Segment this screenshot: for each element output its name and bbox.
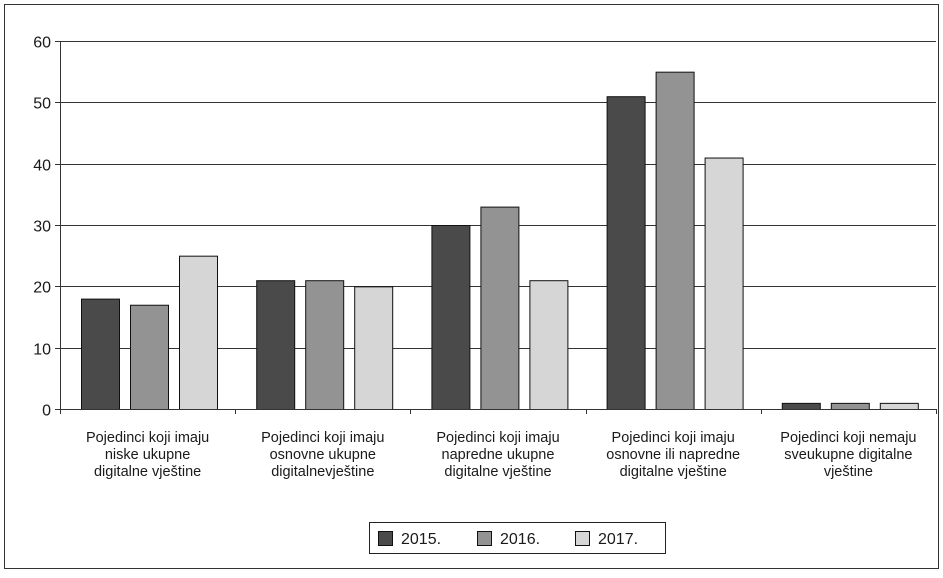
y-tick-label: 50	[33, 96, 51, 113]
x-category-label-line: digitalnevještine	[271, 464, 374, 480]
x-category-label: Pojedinci koji imaju napredne ukupne digit…	[436, 430, 559, 480]
bar-2016-cat5	[830, 402, 870, 411]
legend-box	[369, 522, 666, 554]
x-category-label-line: Pojedinci koji imaju	[86, 430, 209, 446]
y-tick-label: 60	[33, 35, 51, 52]
x-category-label-line: osnovne ukupne	[270, 447, 376, 463]
legend-swatch	[378, 531, 393, 546]
bar-2016-cat4	[655, 71, 695, 411]
legend: 2015. 2016. 2017.	[369, 522, 666, 554]
bar-2017-cat4	[704, 157, 744, 410]
bar-2016-cat3	[480, 206, 520, 410]
x-category-label-line: Pojedinci koji imaju	[612, 430, 735, 446]
x-category-label-line: Pojedinci koji nemaju	[780, 430, 916, 446]
x-category-label-line: digitalne vještine	[620, 464, 727, 480]
x-category-label-line: niske ukupne	[105, 447, 190, 463]
legend-label: 2016.	[500, 531, 540, 548]
x-category-label-line: Pojedinci koji imaju	[436, 430, 559, 446]
bar-2015-cat5	[781, 402, 821, 411]
bar-2017-cat1	[179, 255, 218, 410]
x-category-label-line: vještine	[824, 464, 873, 480]
x-category-label-line: Pojedinci koji imaju	[261, 430, 384, 446]
legend-swatch	[575, 531, 590, 546]
bar-2015-cat3	[431, 225, 471, 410]
x-category-label: Pojedinci koji imaju osnovne ukupne digita…	[261, 430, 384, 480]
axes	[55, 41, 937, 414]
y-tick-label: 30	[33, 219, 51, 236]
bars	[81, 71, 919, 411]
x-category-label-line: sveukupne digitalne	[784, 447, 912, 463]
bar-2017-cat3	[529, 280, 569, 411]
x-category-label-line: osnovne ili napredne	[606, 447, 740, 463]
x-category-label-line: digitalne vještine	[94, 464, 201, 480]
bar-2015-cat4	[606, 96, 646, 410]
x-category-label: Pojedinci koji imaju niske ukupne digitaln…	[86, 430, 209, 480]
x-category-label: Pojedinci koji imaju osnovne ili napredne…	[606, 430, 740, 480]
legend-swatch	[477, 531, 492, 546]
y-tick-label: 40	[33, 158, 51, 175]
bar-2015-cat2	[256, 280, 296, 411]
legend-label: 2017.	[598, 531, 638, 548]
y-tick-label: 0	[42, 403, 51, 420]
bar-2017-cat5	[879, 402, 919, 411]
legend-label: 2015.	[401, 531, 441, 548]
x-category-label: Pojedinci koji nemaju sveukupne digitalne…	[780, 430, 916, 480]
y-tick-label: 10	[33, 342, 51, 359]
bar-2016-cat2	[305, 280, 345, 411]
y-tick-label: 20	[33, 280, 51, 297]
bar-2015-cat1	[81, 298, 120, 411]
bar-2017-cat2	[354, 286, 394, 411]
x-category-label-line: napredne ukupne	[442, 447, 555, 463]
x-category-label-line: digitalne vještine	[444, 464, 551, 480]
bar-2016-cat1	[130, 304, 169, 411]
